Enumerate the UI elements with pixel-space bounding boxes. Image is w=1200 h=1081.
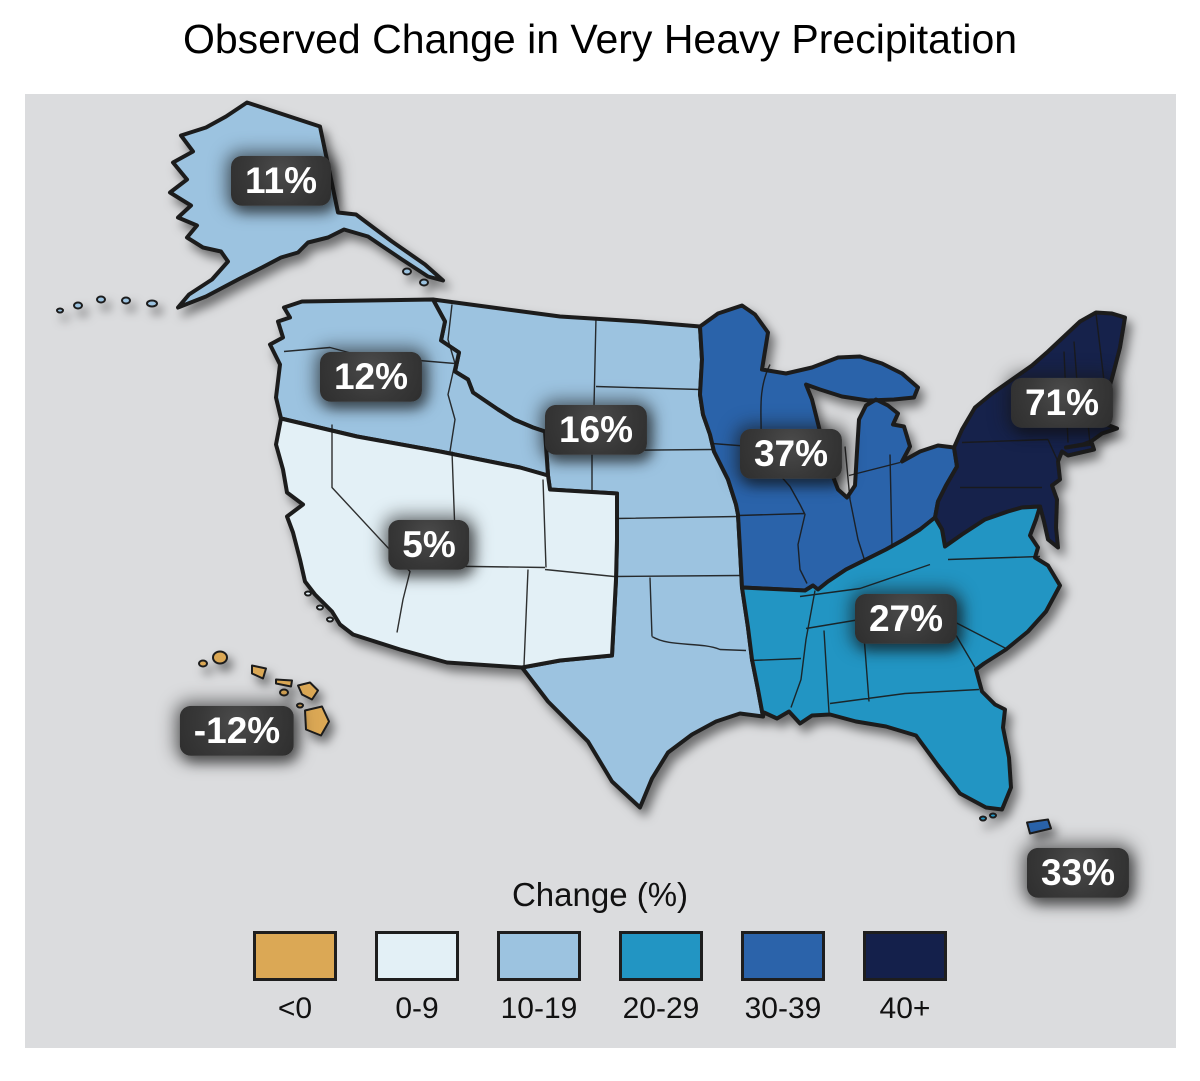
- aleutian-island: [146, 299, 158, 308]
- hawaii-kahoolawe: [296, 702, 304, 709]
- legend-item-40plus: 40+: [863, 931, 947, 1026]
- legend-swatch-0-9: [375, 931, 459, 981]
- legend-title: Change (%): [511, 876, 689, 913]
- legend-swatch-30-39: [741, 931, 825, 981]
- aleutian-island: [73, 301, 83, 310]
- region-hawaii-shape: [198, 650, 330, 737]
- legend-swatch-10-19: [497, 931, 581, 981]
- legend-swatch-40plus: [863, 931, 947, 981]
- hawaii-kauai: [212, 650, 228, 665]
- legend-swatch-neg: [253, 931, 337, 981]
- channel-islands: [316, 604, 324, 611]
- label-hawaii-text: -12%: [193, 709, 281, 751]
- legend-label-0-9: 0-9: [395, 992, 439, 1025]
- hawaii-big-island: [304, 705, 330, 737]
- aleutian-island: [56, 307, 64, 314]
- alexander-archipelago-island: [402, 267, 412, 276]
- label-great-plains: 16%: [544, 404, 648, 456]
- hawaii-maui: [297, 681, 319, 701]
- legend-item-20-29: 20-29: [619, 931, 703, 1026]
- legend-label-40plus: 40+: [879, 992, 931, 1025]
- legend: Change (%) <0 0-9 10-19 20-29: [253, 876, 947, 1026]
- label-northwest: 12%: [319, 351, 423, 403]
- label-southwest: 5%: [388, 519, 470, 571]
- label-hawaii: -12%: [179, 705, 295, 757]
- legend-label-10-19: 10-19: [500, 992, 578, 1025]
- legend-item-neg: <0: [253, 931, 337, 1026]
- label-puerto-rico-text: 33%: [1040, 851, 1116, 893]
- florida-keys: [989, 812, 997, 819]
- label-midwest-text: 37%: [753, 432, 829, 474]
- label-alaska-text: 11%: [244, 159, 318, 201]
- label-southeast-text: 27%: [868, 597, 944, 639]
- label-southeast: 27%: [854, 593, 958, 645]
- legend-label-20-29: 20-29: [622, 992, 700, 1025]
- us-map: [56, 100, 1127, 835]
- florida-keys: [979, 815, 987, 822]
- region-puerto-rico-shape: [1026, 818, 1052, 835]
- legend-label-30-39: 30-39: [744, 992, 822, 1025]
- hawaii-molokai: [275, 678, 293, 688]
- aleutian-island: [96, 295, 106, 304]
- region-southeast-shape: [740, 504, 1062, 812]
- legend-swatch-20-29: [619, 931, 703, 981]
- region-alaska-shape: [56, 100, 445, 314]
- hawaii-oahu: [251, 664, 267, 680]
- label-southwest-text: 5%: [402, 523, 456, 565]
- legend-item-0-9: 0-9: [375, 931, 459, 1026]
- legend-item-30-39: 30-39: [741, 931, 825, 1026]
- legend-row: <0 0-9 10-19 20-29 30-39: [253, 931, 947, 1026]
- label-midwest: 37%: [739, 428, 843, 480]
- alexander-archipelago-island: [419, 278, 429, 287]
- label-northeast-text: 71%: [1024, 381, 1100, 423]
- legend-item-10-19: 10-19: [497, 931, 581, 1026]
- label-great-plains-text: 16%: [558, 408, 634, 450]
- label-northeast: 71%: [1010, 377, 1114, 429]
- legend-label-neg: <0: [277, 992, 313, 1025]
- aleutian-island: [121, 296, 131, 305]
- label-puerto-rico: 33%: [1026, 847, 1130, 899]
- hawaii-lanai: [279, 688, 289, 697]
- channel-islands: [326, 616, 334, 623]
- label-northwest-text: 12%: [333, 355, 409, 397]
- figure-title: Observed Change in Very Heavy Precipitat…: [182, 16, 1018, 62]
- channel-islands: [304, 590, 312, 597]
- map-panel: 11% 12% 16% 5% 37% 71% 27% -12% 33% Chan…: [25, 94, 1176, 1048]
- hawaii-niihau: [198, 659, 208, 668]
- label-alaska: 11%: [230, 155, 332, 207]
